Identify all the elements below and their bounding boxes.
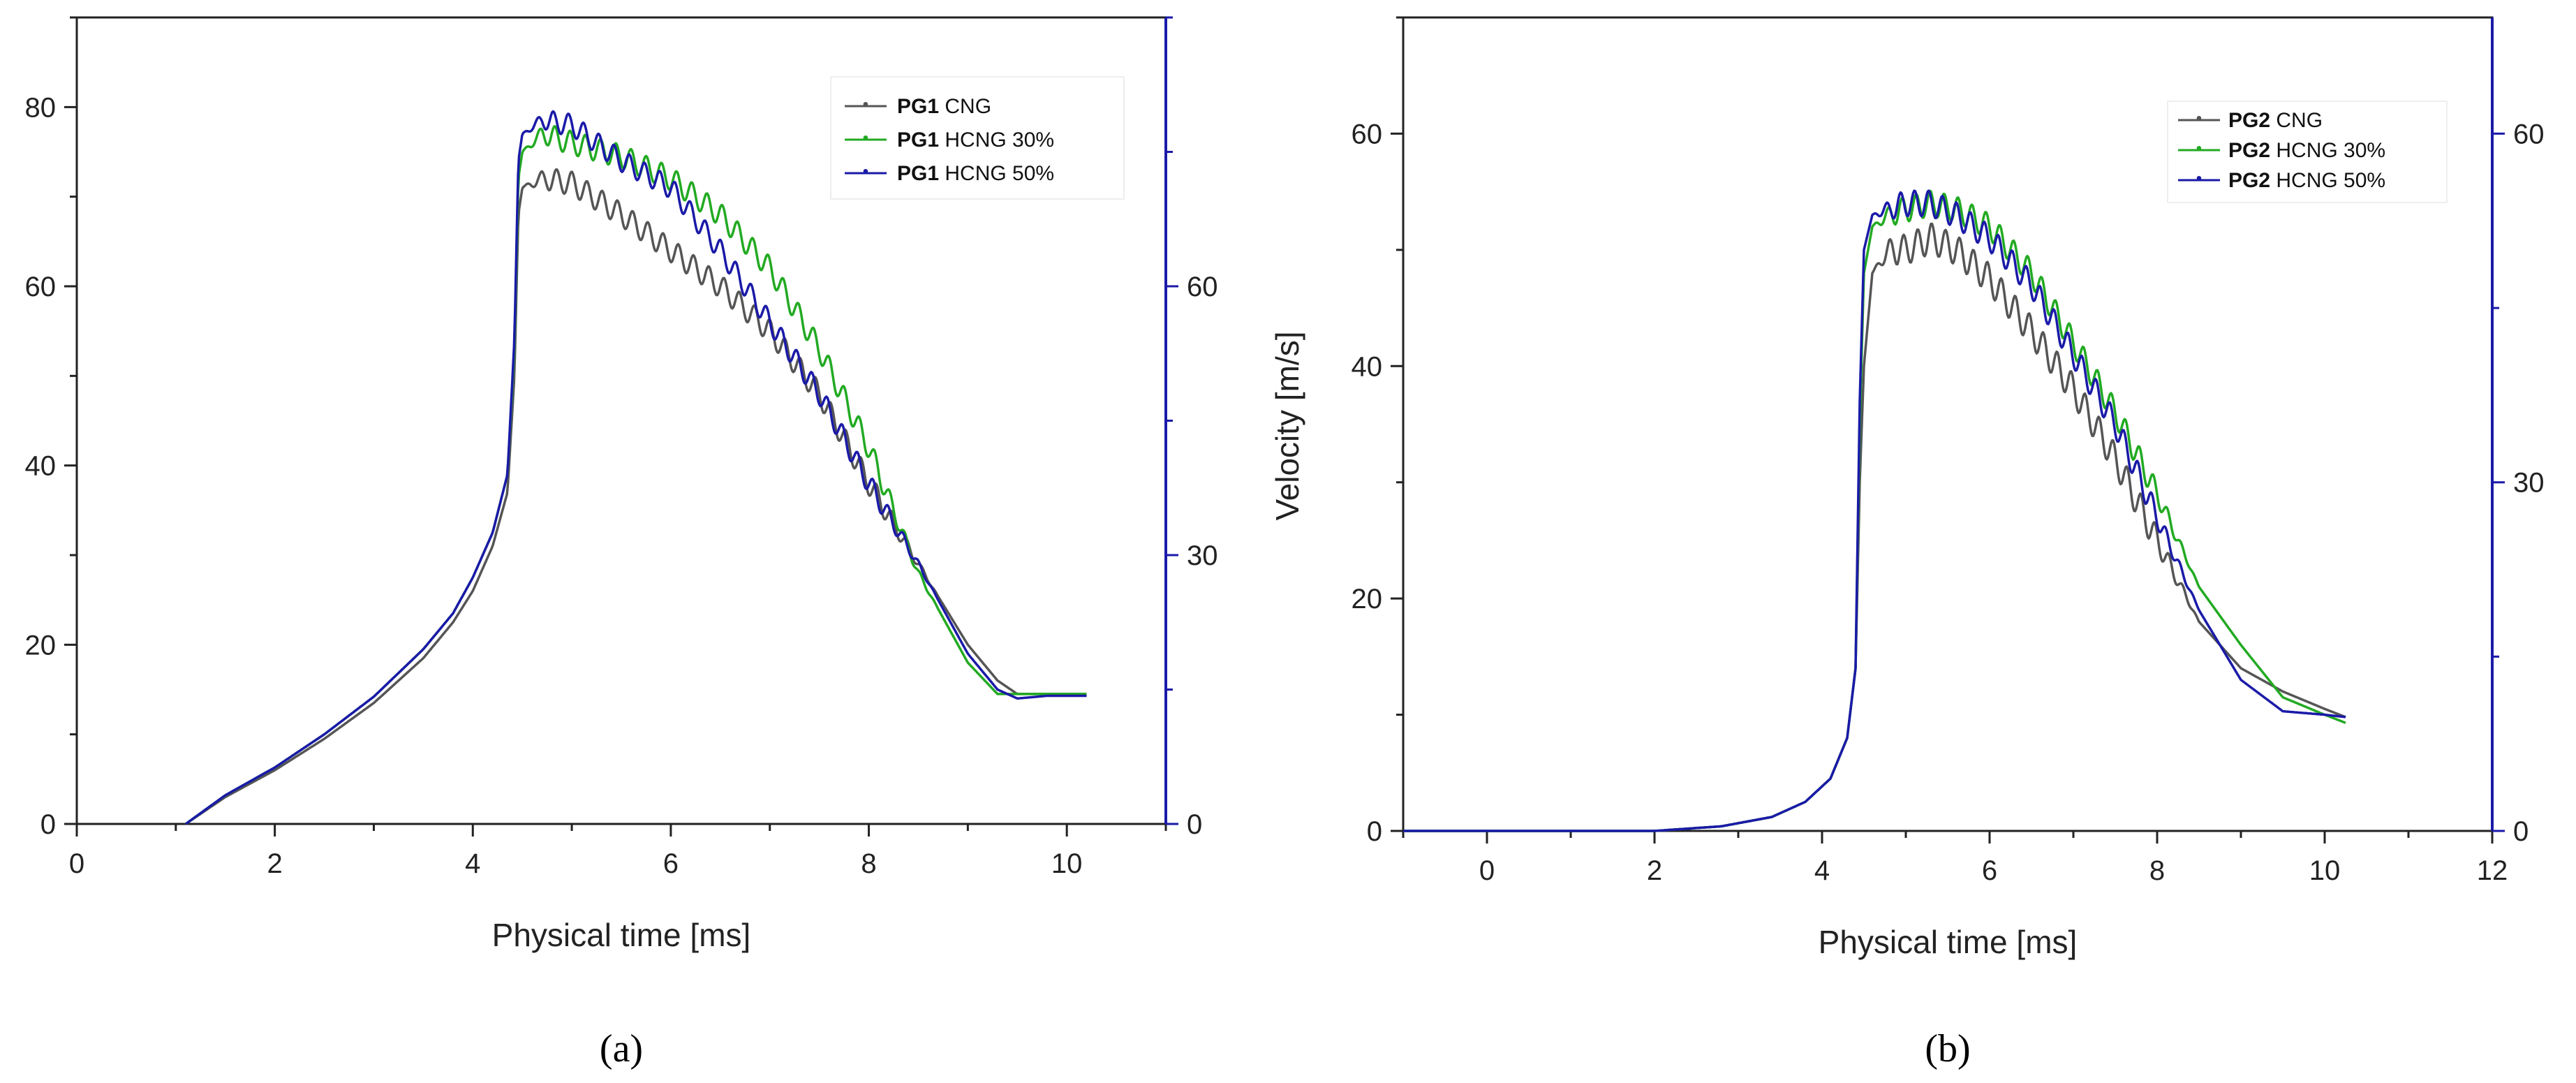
legend-name-b-cng: CNG	[2276, 109, 2323, 132]
y-tick-label-b: 60	[1352, 119, 1383, 149]
legend-label-a-cng: PG1 CNG	[897, 95, 991, 118]
y-tick-label-a: 40	[25, 451, 57, 482]
legend-entry-b-hcng50: • PG2 HCNG 50%	[2178, 169, 2385, 192]
panel-label-b: (b)	[1925, 1027, 1970, 1070]
y-axis-title-b: Velocity [m/s]	[1269, 332, 1305, 521]
series-line-b-hcng30	[1402, 189, 2346, 832]
legend-entry-a-hcng30: • PG1 HCNG 30%	[845, 128, 1054, 152]
legend-prefix-a-hcng50: PG1	[897, 162, 939, 185]
legend-prefix-a-hcng30: PG1	[897, 128, 939, 152]
right-y-tick-label-a: 60	[1187, 272, 1218, 302]
right-y-tick-label-b: 0	[2513, 816, 2529, 847]
legend-prefix-b-hcng50: PG2	[2228, 169, 2270, 192]
y-tick-label-b: 20	[1352, 584, 1383, 614]
legend-box-a	[830, 76, 1125, 200]
x-tick-label-b: 2	[1647, 855, 1662, 886]
x-tick-label-b: 8	[2149, 855, 2165, 886]
legend-label-b-hcng50: PG2 HCNG 50%	[2228, 169, 2385, 192]
right-y-tick-label-a: 30	[1187, 540, 1218, 571]
legend-entry-a-cng: • PG1 CNG	[845, 95, 991, 118]
x-tick-label-a: 4	[465, 848, 480, 879]
x-tick-label-b: 6	[1982, 855, 1997, 886]
lines-b	[1402, 189, 2346, 832]
right-y-tick-label-a: 0	[1187, 809, 1202, 840]
legend-name-b-hcng30: HCNG 30%	[2276, 139, 2385, 162]
right-y-tick-label-b: 30	[2513, 468, 2545, 499]
legend-name-b-hcng50: HCNG 50%	[2276, 169, 2385, 192]
x-tick-label-a: 8	[861, 848, 876, 879]
series-line-b-cng	[1402, 222, 2346, 832]
x-tick-label-b: 10	[2309, 855, 2341, 886]
x-tick-label-a: 0	[69, 848, 84, 879]
panel-a: 0 2 4 6 8 10 0 20 40 60 80 0 30 60 Physical time [ms]…	[25, 16, 1218, 1070]
ticks-a: 0 2 4 6 8 10 0 20 40 60 80 0 30 60	[25, 16, 1218, 879]
legend-entry-a-hcng50: • PG1 HCNG 50%	[845, 162, 1054, 185]
x-tick-label-b: 0	[1479, 855, 1495, 886]
legend-marker-a-hcng50: •	[863, 162, 868, 181]
legend-b: • PG2 CNG • PG2 HCNG 30% • PG2 HCNG 50%	[2167, 101, 2448, 203]
y-tick-label-a: 60	[25, 272, 57, 302]
lines-a	[184, 110, 1087, 825]
legend-name-a-hcng30: HCNG 30%	[945, 128, 1054, 152]
legend-marker-b-cng: •	[2196, 109, 2202, 128]
legend-marker-b-hcng30: •	[2196, 139, 2202, 158]
legend-a: • PG1 CNG • PG1 HCNG 30% • PG1 HCNG 50%	[830, 76, 1125, 200]
x-tick-label-a: 10	[1051, 848, 1083, 879]
legend-prefix-b-cng: PG2	[2228, 109, 2270, 132]
legend-marker-a-hcng30: •	[863, 128, 868, 147]
legend-entry-b-cng: • PG2 CNG	[2178, 109, 2323, 132]
series-line-a-hcng50	[184, 110, 1087, 825]
legend-prefix-b-hcng30: PG2	[2228, 139, 2270, 162]
x-tick-label-a: 6	[663, 848, 679, 879]
legend-name-a-hcng50: HCNG 50%	[945, 162, 1054, 185]
legend-label-b-hcng30: PG2 HCNG 30%	[2228, 139, 2385, 162]
y-tick-label-b: 40	[1352, 351, 1383, 382]
y-tick-label-a: 0	[40, 809, 56, 840]
legend-marker-a-cng: •	[863, 95, 868, 114]
legend-box-b	[2167, 101, 2448, 203]
y-tick-label-a: 80	[25, 92, 57, 123]
x-axis-title-b: Physical time [ms]	[1819, 924, 2078, 960]
series-line-a-hcng30	[184, 125, 1087, 825]
legend-name-a-cng: CNG	[945, 95, 991, 118]
right-y-tick-label-b: 60	[2513, 119, 2545, 149]
panel-label-a: (a)	[600, 1027, 643, 1070]
y-tick-label-a: 20	[25, 630, 57, 661]
legend-label-a-hcng30: PG1 HCNG 30%	[897, 128, 1054, 152]
series-line-a-cng	[184, 168, 1087, 825]
legend-label-a-hcng50: PG1 HCNG 50%	[897, 162, 1054, 185]
x-tick-label-a: 2	[267, 848, 283, 879]
legend-prefix-a-cng: PG1	[897, 95, 939, 118]
x-tick-label-b: 12	[2477, 855, 2508, 886]
x-axis-title-a: Physical time [ms]	[492, 917, 751, 953]
legend-label-b-cng: PG2 CNG	[2228, 109, 2323, 132]
legend-entry-b-hcng30: • PG2 HCNG 30%	[2178, 139, 2385, 162]
series-line-b-hcng50	[1402, 189, 2346, 832]
legend-marker-b-hcng50: •	[2196, 169, 2202, 188]
x-tick-label-b: 4	[1814, 855, 1830, 886]
y-tick-label-b: 0	[1367, 816, 1382, 847]
